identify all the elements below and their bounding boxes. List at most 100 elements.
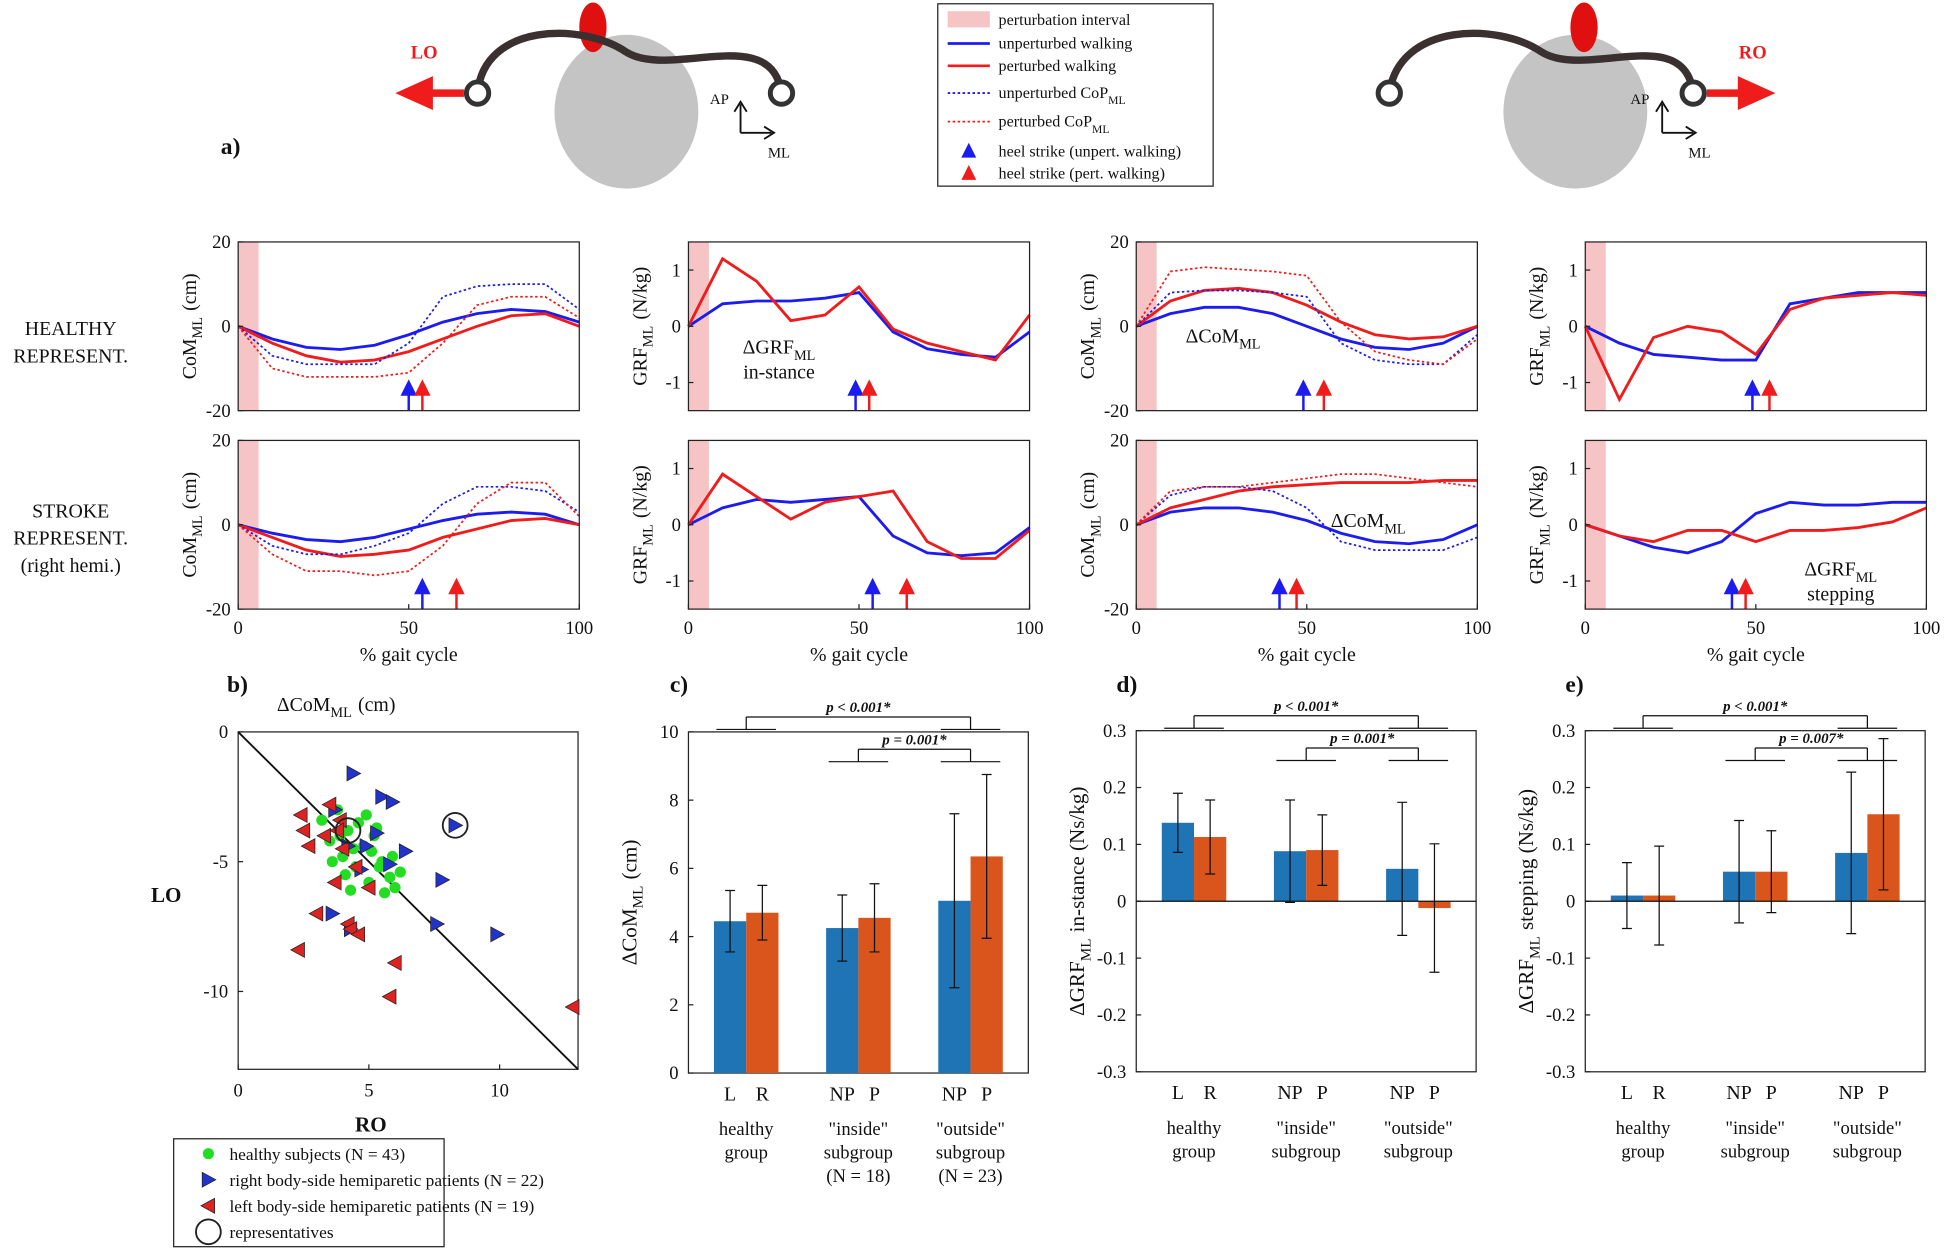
heel-strike-arrow bbox=[1723, 577, 1741, 610]
row-label: STROKE bbox=[32, 500, 109, 522]
right-hemi-point bbox=[430, 915, 446, 933]
y-tick-label: 1 bbox=[672, 260, 681, 281]
perturbation-interval bbox=[238, 241, 259, 411]
y-axis-label: GRFML (N/kg) bbox=[629, 267, 656, 386]
legend-label-main: heel strike (pert. walking) bbox=[999, 166, 1165, 183]
illustration-left bbox=[395, 2, 796, 189]
x-tick-label: 0 bbox=[684, 618, 693, 639]
error-bar bbox=[981, 773, 992, 939]
y-tick-label: 0.3 bbox=[1552, 721, 1575, 742]
legend-label: perturbed walking bbox=[999, 58, 1117, 75]
legend-label: perturbation interval bbox=[999, 12, 1131, 29]
y-axis-label-sub: ML bbox=[190, 317, 206, 338]
right-hemi-point bbox=[201, 1171, 217, 1188]
y-axis-label-after: stepping (Ns/kg) bbox=[1514, 789, 1538, 930]
y-axis-label: CoMML (cm) bbox=[1077, 472, 1104, 578]
x-tick-label: 0 bbox=[1581, 618, 1590, 639]
y-axis-label-after: (N/kg) bbox=[1526, 267, 1548, 320]
heel-strike-arrow bbox=[1295, 379, 1312, 411]
pulley bbox=[767, 79, 796, 107]
error-bar bbox=[869, 883, 880, 953]
perturbation-arrow bbox=[395, 76, 464, 111]
y-axis-label-main: ΔGRF bbox=[1514, 959, 1538, 1014]
y-axis-label-sub: ML bbox=[640, 326, 656, 347]
y-tick-label: 0 bbox=[221, 316, 230, 337]
y-axis-label-sub: ML bbox=[190, 515, 206, 536]
x-axis-label: % gait cycle bbox=[1707, 644, 1805, 666]
legend-label: perturbed CoPML bbox=[999, 114, 1110, 136]
group-label: subgroup bbox=[1272, 1141, 1341, 1162]
x-tick-label: 50 bbox=[399, 618, 418, 639]
y-axis-label-main: CoM bbox=[1077, 338, 1099, 379]
healthy-point bbox=[339, 869, 351, 881]
y-tick-label: -5 bbox=[213, 852, 229, 873]
y-tick-label: 0 bbox=[1569, 515, 1578, 536]
group-label: group bbox=[725, 1143, 768, 1164]
significance-bracket bbox=[716, 716, 1001, 731]
annotation-after: stepping bbox=[1807, 583, 1874, 605]
perturbation-interval bbox=[1585, 440, 1606, 610]
axis-icon-label: AP bbox=[1630, 92, 1649, 108]
legend-label: heel strike (unpert. walking) bbox=[999, 143, 1182, 160]
y-tick-label: -20 bbox=[206, 401, 231, 422]
y-tick-label: -0.3 bbox=[1546, 1062, 1575, 1083]
group-label: "outside" bbox=[936, 1119, 1005, 1140]
annotation: ΔGRFML stepping bbox=[1804, 559, 1877, 606]
y-axis-label-after: (N/kg) bbox=[1526, 465, 1548, 518]
annotation-main: ΔCoM bbox=[1331, 510, 1385, 532]
x-axis-label: % gait cycle bbox=[1258, 644, 1356, 666]
group-label: healthy bbox=[719, 1119, 774, 1140]
panel-label: b) bbox=[227, 672, 248, 698]
p-value: p = 0.001* bbox=[1328, 731, 1395, 747]
chart-title-sub: ML bbox=[330, 705, 351, 721]
legend-label-main: perturbed walking bbox=[999, 58, 1117, 75]
right-hemi-point bbox=[375, 788, 391, 805]
com-line bbox=[237, 307, 580, 351]
x-tick-label: 50 bbox=[850, 618, 869, 639]
com-line bbox=[237, 517, 580, 558]
annotation-sub: ML bbox=[1856, 570, 1877, 586]
group-label: "inside" bbox=[1725, 1118, 1785, 1139]
error-bar bbox=[1734, 819, 1745, 924]
error-bar bbox=[725, 889, 736, 953]
row-label: (right hemi.) bbox=[21, 555, 121, 577]
y-tick-label: 0.1 bbox=[1103, 835, 1126, 856]
heel-strike-arrow bbox=[414, 577, 431, 610]
group-label: "outside" bbox=[1384, 1118, 1453, 1139]
left-hemi-point bbox=[334, 840, 350, 857]
heel-strike-arrow bbox=[414, 379, 431, 411]
legend-label: healthy subjects (N = 43) bbox=[229, 1145, 405, 1164]
y-axis-label-after: (cm) bbox=[617, 840, 641, 880]
error-bar bbox=[1654, 845, 1665, 946]
p-value: p < 0.001* bbox=[1272, 699, 1339, 715]
y-tick-label: 0.3 bbox=[1103, 721, 1126, 742]
y-tick-label: 10 bbox=[660, 722, 679, 743]
cable bbox=[473, 29, 786, 94]
error-bar bbox=[1846, 771, 1857, 935]
right-hemi-point bbox=[448, 817, 464, 834]
annotation-main: ΔCoM bbox=[1186, 325, 1240, 347]
y-axis-label-main: ΔGRF bbox=[1065, 961, 1089, 1016]
y-tick-label: 0.2 bbox=[1103, 778, 1126, 799]
y-axis-label-after: (N/kg) bbox=[629, 267, 651, 320]
bar-label: R bbox=[756, 1083, 770, 1105]
cable bbox=[1385, 29, 1697, 94]
legend-label: unperturbed walking bbox=[999, 35, 1133, 52]
healthy-point bbox=[316, 814, 328, 826]
pulley bbox=[463, 79, 492, 107]
heel-strike-arrow bbox=[400, 379, 417, 411]
y-tick-label: 0 bbox=[1119, 515, 1128, 536]
significance-bracket bbox=[1164, 715, 1449, 729]
annotation-sub: ML bbox=[794, 348, 815, 364]
axes-frame bbox=[687, 241, 1031, 412]
y-tick-label: 0 bbox=[669, 1063, 678, 1084]
cop-line bbox=[1135, 473, 1478, 526]
legend-label: right body-side hemiparetic patients (N … bbox=[229, 1171, 544, 1190]
y-axis-label-sub: ML bbox=[1088, 515, 1104, 536]
cop-line bbox=[237, 481, 580, 577]
heel-strike-arrow bbox=[1315, 379, 1333, 411]
group-label: subgroup bbox=[936, 1143, 1005, 1164]
legend-box bbox=[937, 3, 1214, 187]
y-tick-label: 0 bbox=[1569, 316, 1578, 337]
direction-label: LO bbox=[411, 42, 438, 63]
